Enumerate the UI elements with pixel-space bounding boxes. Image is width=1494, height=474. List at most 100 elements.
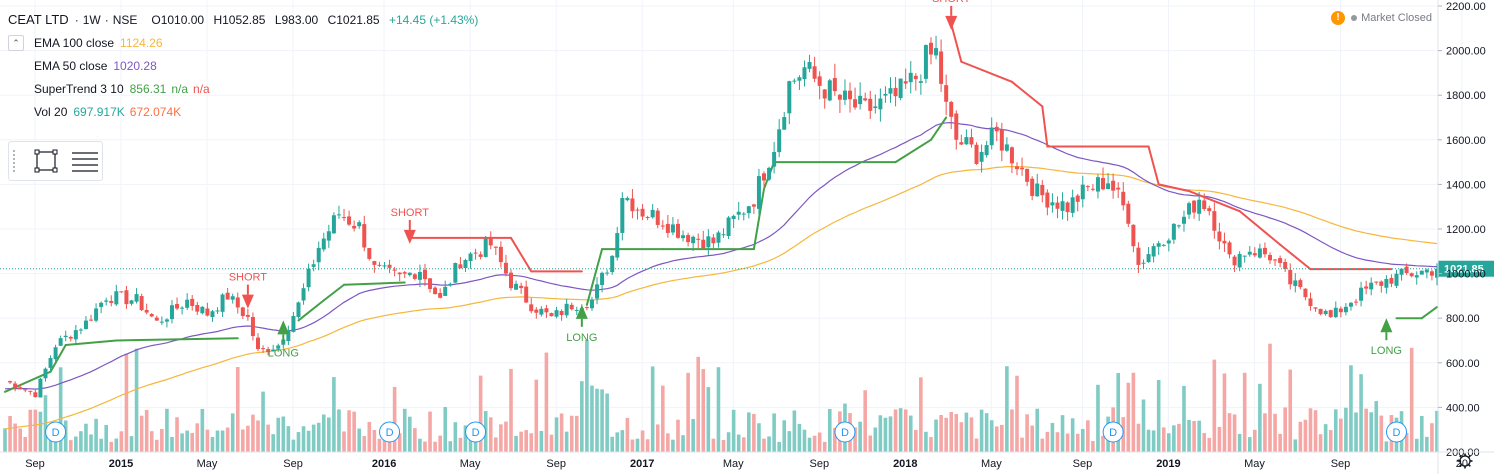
candle-body <box>1242 255 1247 257</box>
candle-body <box>1404 266 1409 274</box>
gear-tooth <box>1459 455 1463 459</box>
candle-body <box>1409 273 1414 277</box>
candle-body <box>797 77 802 81</box>
volume-bar <box>640 430 645 452</box>
candle-body <box>584 307 589 309</box>
settings-lines-icon[interactable] <box>69 146 101 176</box>
candle-body <box>250 316 255 337</box>
indicator-ema100[interactable]: ⌃ EMA 100 close 1124.26 <box>8 31 484 54</box>
candle-body <box>43 368 48 379</box>
candle-body <box>210 311 215 318</box>
volume-bar <box>534 379 539 452</box>
candle-body <box>99 302 104 307</box>
candle-body <box>1055 202 1060 209</box>
volume-bar <box>934 419 938 452</box>
volume-bar <box>807 437 812 452</box>
supertrend-segment <box>1147 145 1160 186</box>
candle-body <box>463 259 468 269</box>
candle-body <box>89 319 94 321</box>
volume-bar <box>261 391 265 452</box>
volume-bar <box>251 414 255 452</box>
separator: · <box>104 12 109 27</box>
dividend-marker[interactable] <box>45 421 67 443</box>
volume-bar <box>367 421 372 452</box>
candle-body <box>736 211 741 215</box>
volume-bar <box>873 427 878 452</box>
volume-bar <box>919 377 923 452</box>
volume-bar <box>701 369 706 452</box>
supertrend-segment <box>894 138 932 164</box>
volume-bar <box>246 425 250 452</box>
candle-body <box>918 81 923 83</box>
volume-bar <box>564 431 569 452</box>
indicator-volume[interactable]: Vol 20 697.917K 672.074K <box>8 100 484 123</box>
volume-bar <box>1359 374 1363 452</box>
volume-bar <box>423 441 427 452</box>
indicator-supertrend[interactable]: SuperTrend 3 10 856.31 n/a n/a <box>8 77 484 100</box>
volume-bar <box>89 434 93 452</box>
candle-body <box>620 197 625 233</box>
volume-bar <box>1080 428 1085 452</box>
ema100-line <box>4 166 1438 430</box>
long-arrow-shaft <box>580 318 583 327</box>
indicator-name: Vol 20 <box>34 104 68 119</box>
volume-bar <box>1091 441 1095 452</box>
volume-bar <box>185 430 189 452</box>
volume-bar <box>691 418 695 452</box>
candle-body <box>1338 308 1343 313</box>
candle-body <box>1161 244 1166 246</box>
candle-body <box>1075 195 1080 202</box>
supertrend-segment <box>510 236 533 273</box>
dividend-marker[interactable] <box>1102 421 1124 443</box>
candle-body <box>1101 177 1106 190</box>
volume-bar <box>1268 343 1272 452</box>
candle-body <box>949 101 954 117</box>
volume-bar <box>1404 432 1409 452</box>
volume-bar <box>1020 437 1024 452</box>
volume-bar <box>625 417 630 452</box>
dividend-marker[interactable] <box>379 421 401 443</box>
last-price-label: 1021.85 <box>1444 264 1484 276</box>
volume-bar <box>124 353 129 452</box>
time-axis[interactable]: Sep 2015 May Sep 2016 May Sep 2017 May Sep 2018 May… <box>0 451 1494 470</box>
timeframe[interactable]: 1W <box>82 12 101 27</box>
candle-body <box>529 304 534 312</box>
volume-bar <box>898 408 903 452</box>
dividend-marker[interactable] <box>1386 421 1407 443</box>
candle-body <box>256 337 260 350</box>
volume-bar <box>1116 373 1120 452</box>
volume-bar <box>1035 408 1040 452</box>
volume-bar <box>1005 366 1009 452</box>
candle-body <box>326 231 331 241</box>
collapse-arrow-icon[interactable]: ⌃ <box>8 34 24 51</box>
volume-bar <box>554 417 559 452</box>
volume-bar <box>969 417 974 452</box>
volume-bar <box>256 420 260 452</box>
rectangle-tool-icon[interactable] <box>31 146 61 176</box>
volume-bar <box>84 423 88 452</box>
candle-body <box>1136 247 1141 265</box>
volume-bar <box>397 433 402 452</box>
volume-bar <box>1136 423 1141 452</box>
candle-body <box>73 330 78 340</box>
x-tick-label: Sep <box>283 458 303 470</box>
ema50-path <box>4 121 1438 390</box>
x-tick-label: 2018 <box>893 458 917 470</box>
dividend-marker[interactable] <box>465 421 487 443</box>
symbol-name[interactable]: CEAT LTD <box>8 11 69 27</box>
volume-bar <box>1146 429 1151 452</box>
alert-icon[interactable]: ! <box>1331 11 1346 25</box>
settings-gear-icon[interactable] <box>1457 453 1473 469</box>
candle-body <box>428 278 433 289</box>
candle-body <box>681 235 686 239</box>
drag-handle-icon[interactable] <box>13 150 21 172</box>
dividend-marker[interactable] <box>834 421 856 443</box>
long-arrow-icon <box>277 320 290 335</box>
market-status[interactable]: ! Market Closed <box>1331 11 1432 25</box>
candle-body <box>1015 166 1019 170</box>
price-axis[interactable]: 200.00 400.00 600.00 800.00 1000.00 1200.00 14… <box>1437 0 1486 474</box>
volume-bar <box>1161 427 1166 452</box>
indicator-ema50[interactable]: EMA 50 close 1020.28 <box>8 54 484 77</box>
